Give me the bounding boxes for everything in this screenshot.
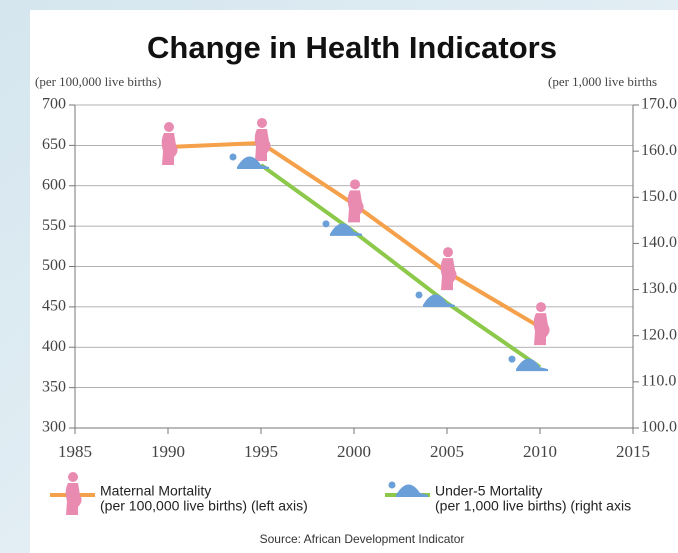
point-marker xyxy=(161,121,178,165)
marker-body xyxy=(440,258,457,291)
panel xyxy=(30,10,678,553)
y2-tick-label: 100.0 xyxy=(641,419,677,436)
x-tick-label: 1990 xyxy=(151,442,185,461)
point-marker xyxy=(533,302,550,346)
point-marker xyxy=(508,355,548,372)
marker-body xyxy=(396,484,428,497)
y-tick-label: 600 xyxy=(42,176,66,193)
y-tick-label: 400 xyxy=(42,338,66,355)
point-marker xyxy=(229,153,269,169)
marker-body xyxy=(516,358,548,372)
marker-body xyxy=(161,132,178,165)
marker-head xyxy=(443,247,453,258)
marker-body xyxy=(254,128,271,161)
marker-head xyxy=(350,179,360,190)
marker-body xyxy=(330,223,362,236)
marker-body xyxy=(65,483,82,515)
legend-marker xyxy=(65,472,82,515)
legend-sublabel: (per 100,000 live births) (left axis) xyxy=(100,498,308,514)
point-marker xyxy=(415,291,455,307)
x-tick-label: 2010 xyxy=(523,442,557,461)
y2-tick-label: 120.0 xyxy=(641,326,677,343)
x-tick-label: 2000 xyxy=(337,442,371,461)
x-tick-label: 1985 xyxy=(58,442,92,461)
series-line xyxy=(259,163,542,369)
y-tick-label: 300 xyxy=(42,419,66,436)
point-marker xyxy=(347,179,364,223)
y2-tick-label: 150.0 xyxy=(641,188,677,205)
legend-label: Maternal Mortality xyxy=(100,483,211,499)
marker-head xyxy=(164,121,174,132)
y-tick-label: 500 xyxy=(42,257,66,274)
marker-head xyxy=(257,117,267,128)
y2-tick-label: 160.0 xyxy=(641,142,677,159)
y2-axis-label: (per 1,000 live births xyxy=(548,74,657,89)
point-marker xyxy=(440,247,457,291)
marker-head xyxy=(508,355,516,363)
point-marker xyxy=(322,220,362,236)
x-tick-label: 2015 xyxy=(616,442,650,461)
y2-tick-label: 130.0 xyxy=(641,280,677,297)
legend-label: Under-5 Mortality xyxy=(435,483,542,499)
y-tick-label: 550 xyxy=(42,217,66,234)
marker-head xyxy=(322,220,330,228)
marker-body xyxy=(423,294,455,307)
legend-marker xyxy=(388,481,428,497)
y2-tick-label: 140.0 xyxy=(641,234,677,251)
y-tick-label: 650 xyxy=(42,136,66,153)
x-tick-label: 2005 xyxy=(430,442,464,461)
x-tick-label: 1995 xyxy=(244,442,278,461)
chart-title: Change in Health Indicators xyxy=(147,30,557,65)
marker-body xyxy=(347,190,364,223)
y-tick-label: 450 xyxy=(42,298,66,315)
marker-head xyxy=(415,291,423,299)
y2-tick-label: 170.0 xyxy=(641,96,677,113)
marker-head xyxy=(68,472,78,482)
marker-head xyxy=(388,481,396,489)
y-tick-label: 700 xyxy=(42,96,66,113)
marker-body xyxy=(533,313,550,346)
marker-head xyxy=(229,153,237,161)
marker-head xyxy=(536,302,546,313)
y2-tick-label: 110.0 xyxy=(641,373,676,390)
source: Source: African Development Indicator xyxy=(260,532,465,546)
legend-sublabel: (per 1,000 live births) (right axis xyxy=(435,498,631,514)
y-tick-label: 350 xyxy=(42,378,66,395)
marker-body xyxy=(237,156,269,169)
point-marker xyxy=(254,117,271,161)
y-axis-label: (per 100,000 live births) xyxy=(35,74,161,89)
